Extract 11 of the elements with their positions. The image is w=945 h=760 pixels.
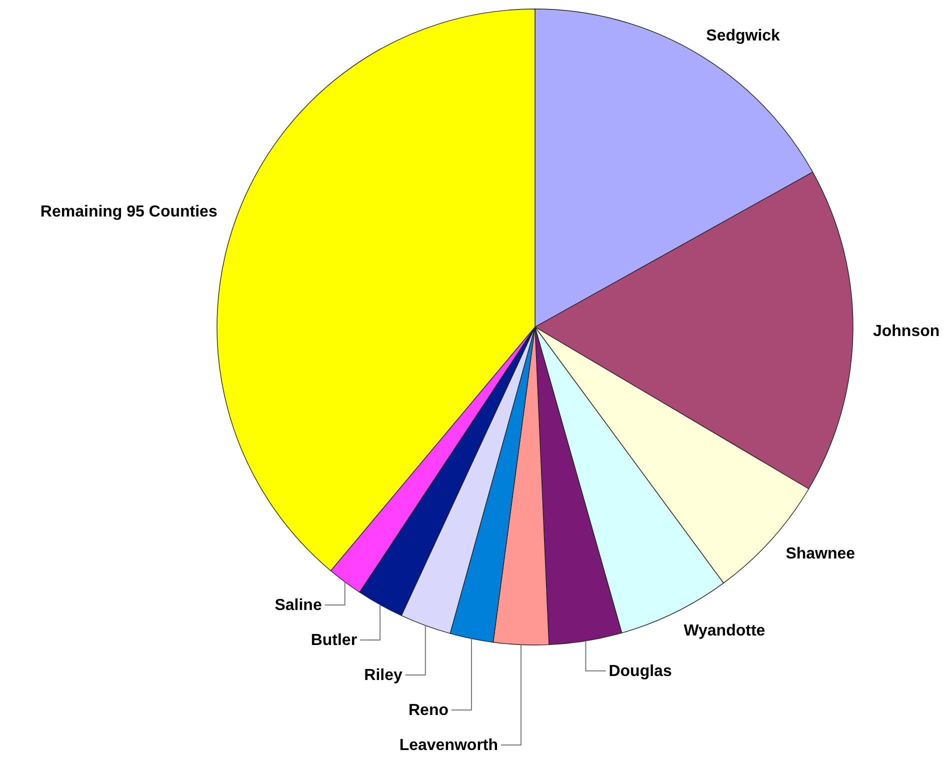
slice-label: Saline [274,597,322,614]
slice-label: Shawnee [786,546,856,563]
slice-label: Remaining 95 Counties [40,204,218,221]
slice-label: Riley [364,667,402,684]
slice-label: Butler [310,632,358,649]
slice-label: Johnson [872,323,940,340]
slice-label: Sedgwick [706,28,780,45]
slice-label: Wyandotte [684,622,766,640]
slice-label: Leavenworth [399,737,498,754]
slice-label: Douglas [608,662,672,680]
slice-label: Reno [408,702,449,719]
